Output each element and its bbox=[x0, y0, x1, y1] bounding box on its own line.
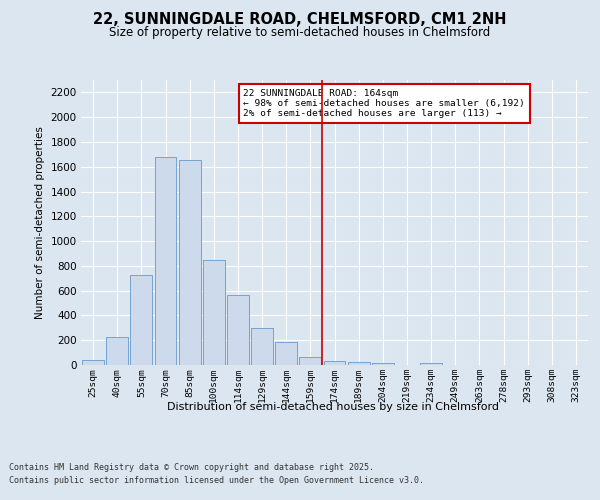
Text: Distribution of semi-detached houses by size in Chelmsford: Distribution of semi-detached houses by … bbox=[167, 402, 499, 412]
Bar bbox=[155, 158, 176, 365]
Bar bbox=[203, 260, 224, 365]
Text: Contains public sector information licensed under the Open Government Licence v3: Contains public sector information licen… bbox=[9, 476, 424, 485]
Bar bbox=[82, 360, 104, 365]
Bar bbox=[227, 295, 249, 365]
Bar bbox=[299, 357, 321, 365]
Bar bbox=[251, 328, 273, 365]
Bar bbox=[275, 342, 297, 365]
Text: 22 SUNNINGDALE ROAD: 164sqm
← 98% of semi-detached houses are smaller (6,192)
2%: 22 SUNNINGDALE ROAD: 164sqm ← 98% of sem… bbox=[243, 88, 525, 118]
Bar bbox=[179, 160, 200, 365]
Text: 22, SUNNINGDALE ROAD, CHELMSFORD, CM1 2NH: 22, SUNNINGDALE ROAD, CHELMSFORD, CM1 2N… bbox=[93, 12, 507, 28]
Bar bbox=[372, 362, 394, 365]
Text: Size of property relative to semi-detached houses in Chelmsford: Size of property relative to semi-detach… bbox=[109, 26, 491, 39]
Y-axis label: Number of semi-detached properties: Number of semi-detached properties bbox=[35, 126, 45, 319]
Bar bbox=[106, 337, 128, 365]
Bar bbox=[420, 363, 442, 365]
Bar bbox=[130, 274, 152, 365]
Bar bbox=[348, 362, 370, 365]
Text: Contains HM Land Registry data © Crown copyright and database right 2025.: Contains HM Land Registry data © Crown c… bbox=[9, 462, 374, 471]
Bar bbox=[323, 360, 346, 365]
